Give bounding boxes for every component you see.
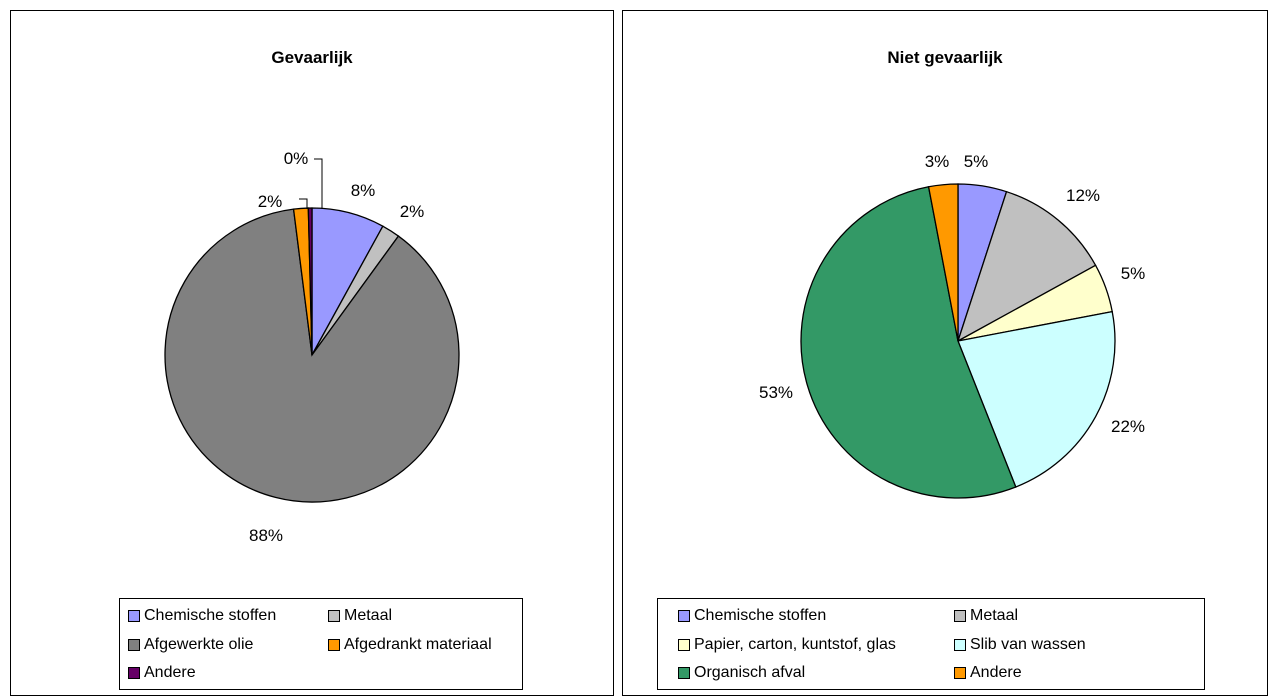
legend-label: Metaal	[970, 607, 1019, 624]
legend-niet-gevaarlijk: Chemische stoffen Metaal Papier, carton,…	[657, 598, 1205, 690]
legend-swatch	[678, 667, 690, 679]
legend-item: Metaal	[328, 607, 392, 625]
slice-label: 88%	[249, 526, 283, 545]
legend-item: Papier, carton, kuntstof, glas	[678, 636, 896, 654]
legend-label: Andere	[144, 664, 196, 681]
slice-label: 3%	[925, 152, 950, 171]
legend-swatch	[678, 610, 690, 622]
chart-title: Niet gevaarlijk	[887, 48, 1003, 67]
legend-label: Organisch afval	[694, 664, 806, 681]
legend-swatch	[328, 610, 340, 622]
pie-slice	[957, 310, 1116, 488]
pie-slice	[307, 207, 313, 356]
legend-label: Slib van wassen	[970, 636, 1086, 653]
slice-label: 22%	[1111, 417, 1145, 436]
chart-title: Gevaarlijk	[271, 48, 353, 67]
legend-item: Metaal	[954, 607, 1018, 625]
leader-line	[299, 198, 308, 209]
legend-swatch	[128, 610, 140, 622]
slice-label: 8%	[351, 181, 376, 200]
legend-item: Organisch afval	[678, 664, 805, 682]
legend-gevaarlijk: Chemische stoffen Metaal Afgewerkte olie…	[119, 598, 523, 690]
slice-label: 5%	[1121, 264, 1146, 283]
slice-label: 2%	[400, 202, 425, 221]
chart-panel-niet-gevaarlijk: Niet gevaarlijk 5% 12% 5% 22% 53% 3% Chemisch…	[622, 10, 1268, 696]
slice-label: 0%	[284, 149, 309, 168]
chart-panel-gevaarlijk: Gevaarlijk 8% 2% 88% 2% 0% Chemische stoffen…	[10, 10, 614, 696]
pie-slice	[800, 186, 1017, 499]
legend-item: Afgewerkte olie	[128, 636, 253, 654]
slice-label: 53%	[759, 383, 793, 402]
pie-chart-gevaarlijk: 8% 2% 88% 2% 0%	[164, 149, 460, 545]
legend-item: Andere	[128, 664, 196, 682]
leader-line	[314, 158, 323, 209]
legend-item: Afgedrankt materiaal	[328, 636, 492, 654]
slice-label: 2%	[258, 192, 283, 211]
pie-slice	[956, 190, 1097, 343]
legend-label: Chemische stoffen	[694, 607, 827, 624]
legend-item: Chemische stoffen	[678, 607, 826, 625]
legend-swatch	[128, 667, 140, 679]
legend-label: Afgewerkte olie	[144, 636, 254, 653]
legend-label: Afgedrankt materiaal	[344, 636, 492, 653]
legend-swatch	[954, 610, 966, 622]
legend-label: Chemische stoffen	[144, 607, 277, 624]
legend-item: Slib van wassen	[954, 636, 1086, 654]
legend-swatch	[678, 639, 690, 651]
legend-swatch	[328, 639, 340, 651]
slice-label: 12%	[1066, 186, 1100, 205]
legend-label: Papier, carton, kuntstof, glas	[694, 636, 896, 653]
legend-swatch	[128, 639, 140, 651]
slice-label: 5%	[964, 152, 989, 171]
pie-chart-niet-gevaarlijk: 5% 12% 5% 22% 53% 3%	[759, 152, 1146, 499]
legend-item: Chemische stoffen	[128, 607, 276, 625]
legend-label: Andere	[970, 664, 1022, 681]
legend-swatch	[954, 639, 966, 651]
legend-swatch	[954, 667, 966, 679]
pie-slice	[927, 183, 959, 342]
pie-slice	[164, 208, 460, 503]
legend-item: Andere	[954, 664, 1022, 682]
legend-label: Metaal	[344, 607, 393, 624]
